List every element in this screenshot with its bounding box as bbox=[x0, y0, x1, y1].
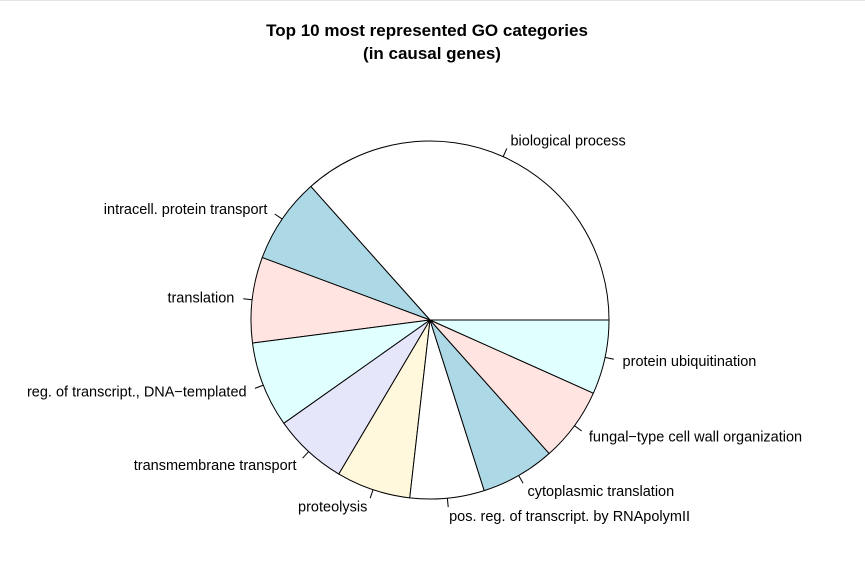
label-tick bbox=[574, 425, 582, 432]
chart-subtitle: (in causal genes) bbox=[363, 44, 501, 63]
slice-label: biological process bbox=[510, 133, 625, 149]
slice-label: translation bbox=[167, 291, 234, 307]
slice-label: reg. of transcript., DNA−templated bbox=[27, 385, 247, 401]
slice-label: proteolysis bbox=[298, 500, 367, 516]
slice-labels: biological process intracell. protein tra… bbox=[27, 133, 802, 525]
label-tick bbox=[518, 475, 524, 484]
slice-label: fungal−type cell wall organization bbox=[589, 429, 802, 445]
pie-slice bbox=[429, 319, 610, 394]
label-tick bbox=[446, 498, 449, 508]
chart-title: Top 10 most represented GO categories bbox=[266, 21, 588, 40]
label-tick bbox=[502, 148, 508, 157]
label-tick bbox=[604, 356, 614, 360]
label-ticks bbox=[243, 148, 614, 508]
label-tick bbox=[243, 298, 253, 301]
pie-slice bbox=[310, 140, 610, 321]
slice-label: cytoplasmic translation bbox=[528, 484, 675, 500]
top-border bbox=[0, 0, 865, 1]
label-tick bbox=[274, 213, 283, 220]
label-tick bbox=[254, 384, 264, 389]
label-tick bbox=[302, 451, 310, 459]
label-tick bbox=[369, 489, 374, 499]
slice-label: intracell. protein transport bbox=[104, 202, 268, 218]
slice-label: protein ubiquitination bbox=[623, 354, 757, 370]
slice-label: pos. reg. of transcript. by RNApolymII bbox=[449, 509, 690, 525]
slice-label: transmembrane transport bbox=[134, 458, 297, 474]
pie-slices bbox=[250, 140, 610, 500]
